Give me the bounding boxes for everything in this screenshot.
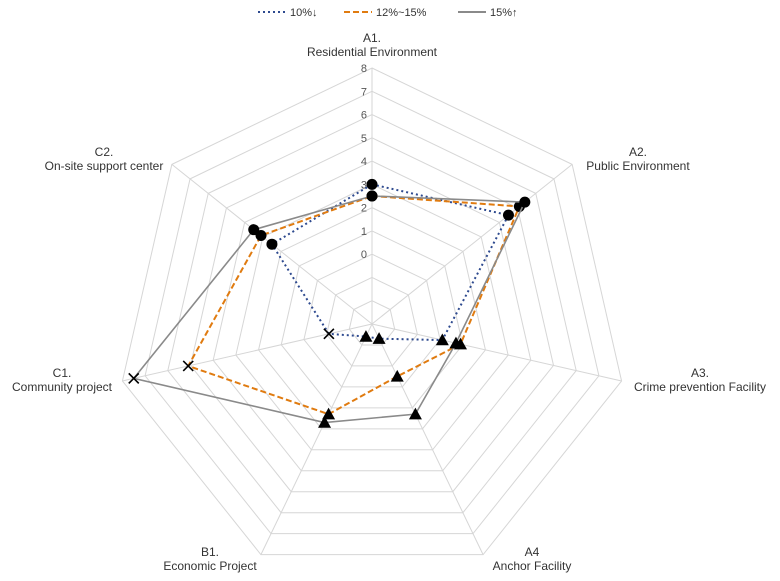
grid-ring bbox=[144, 90, 600, 535]
grid-ring bbox=[121, 67, 623, 556]
data-point-circle bbox=[502, 209, 514, 221]
tick-label: 0 bbox=[361, 249, 367, 261]
tick-label: 3 bbox=[361, 179, 367, 191]
data-point-triangle bbox=[435, 333, 449, 346]
data-point-circle bbox=[366, 178, 378, 190]
data-point-triangle bbox=[372, 332, 386, 344]
tick-label: 8 bbox=[361, 63, 367, 75]
tick-label: 1 bbox=[361, 226, 367, 238]
grid-ring bbox=[348, 300, 396, 346]
data-point-circle bbox=[248, 224, 260, 236]
grid-ring bbox=[303, 253, 441, 388]
axis-label-name: Community project bbox=[12, 380, 113, 394]
legend: 10%↓ 12%~15% 15%↑ bbox=[258, 7, 518, 19]
series-layer bbox=[128, 178, 531, 428]
legend-label: 15%↑ bbox=[490, 7, 518, 19]
axis-label-name: Crime prevention Facility bbox=[634, 380, 766, 394]
axis-label-code: B1. bbox=[201, 545, 219, 559]
tick-label: 5 bbox=[361, 133, 367, 145]
series-1 bbox=[266, 178, 514, 346]
tick-label: 7 bbox=[361, 86, 367, 98]
legend-item: 12%~15% bbox=[344, 7, 427, 19]
axis-label-code: A1. bbox=[363, 31, 381, 45]
data-point-x bbox=[182, 360, 194, 372]
grid-spoke bbox=[260, 323, 373, 555]
tick-label: 2 bbox=[361, 203, 367, 215]
data-point-x bbox=[323, 328, 335, 340]
data-point-triangle bbox=[322, 407, 336, 420]
legend-item: 10%↓ bbox=[258, 7, 318, 19]
axis-label-code: A4 bbox=[525, 545, 540, 559]
series-line bbox=[186, 194, 521, 416]
data-point-triangle bbox=[390, 369, 404, 382]
grid-ring bbox=[280, 230, 464, 409]
data-point-triangle bbox=[359, 330, 373, 342]
grid-ring bbox=[189, 137, 555, 493]
data-point-x bbox=[128, 372, 140, 384]
grid-spoke bbox=[371, 163, 573, 325]
axis-label-name: Residential Environment bbox=[307, 45, 438, 59]
legend-label: 12%~15% bbox=[376, 7, 427, 19]
data-point-circle bbox=[519, 196, 531, 208]
radial-ticks: 0 1 2 3 4 5 6 7 8 bbox=[361, 63, 367, 261]
series-line bbox=[270, 183, 510, 342]
grid-spoke bbox=[371, 323, 484, 555]
data-point-triangle bbox=[408, 407, 422, 420]
tick-label: 6 bbox=[361, 110, 367, 122]
series-2 bbox=[182, 190, 525, 420]
series-3 bbox=[128, 190, 531, 428]
axis-label-code: C2. bbox=[95, 145, 114, 159]
data-point-circle bbox=[366, 190, 378, 202]
grid-spoke bbox=[122, 323, 373, 382]
grid-ring bbox=[212, 160, 532, 472]
data-point-triangle bbox=[318, 416, 332, 428]
legend-item: 15%↑ bbox=[458, 7, 518, 19]
data-point-circle bbox=[266, 238, 278, 250]
axis-label-name: Anchor Facility bbox=[493, 559, 572, 573]
axis-label-code: C1. bbox=[53, 366, 72, 380]
data-point-triangle bbox=[449, 336, 463, 349]
grid-ring bbox=[326, 276, 418, 367]
series-line bbox=[132, 195, 527, 424]
radar-grid bbox=[121, 67, 623, 556]
grid-spoke bbox=[371, 323, 622, 382]
axis-label-name: Public Environment bbox=[586, 159, 690, 173]
axis-labels: A1.Residential Environment A2.Public Envi… bbox=[12, 31, 766, 573]
legend-label: 10%↓ bbox=[290, 7, 318, 19]
axis-label-name: Economic Project bbox=[163, 559, 257, 573]
axis-label-name: On-site support center bbox=[45, 159, 164, 173]
grid-ring bbox=[258, 207, 486, 430]
axis-label-code: A2. bbox=[629, 145, 647, 159]
tick-label: 4 bbox=[361, 156, 367, 168]
axis-label-code: A3. bbox=[691, 366, 709, 380]
grid-ring bbox=[235, 183, 509, 451]
grid-ring bbox=[167, 113, 577, 514]
